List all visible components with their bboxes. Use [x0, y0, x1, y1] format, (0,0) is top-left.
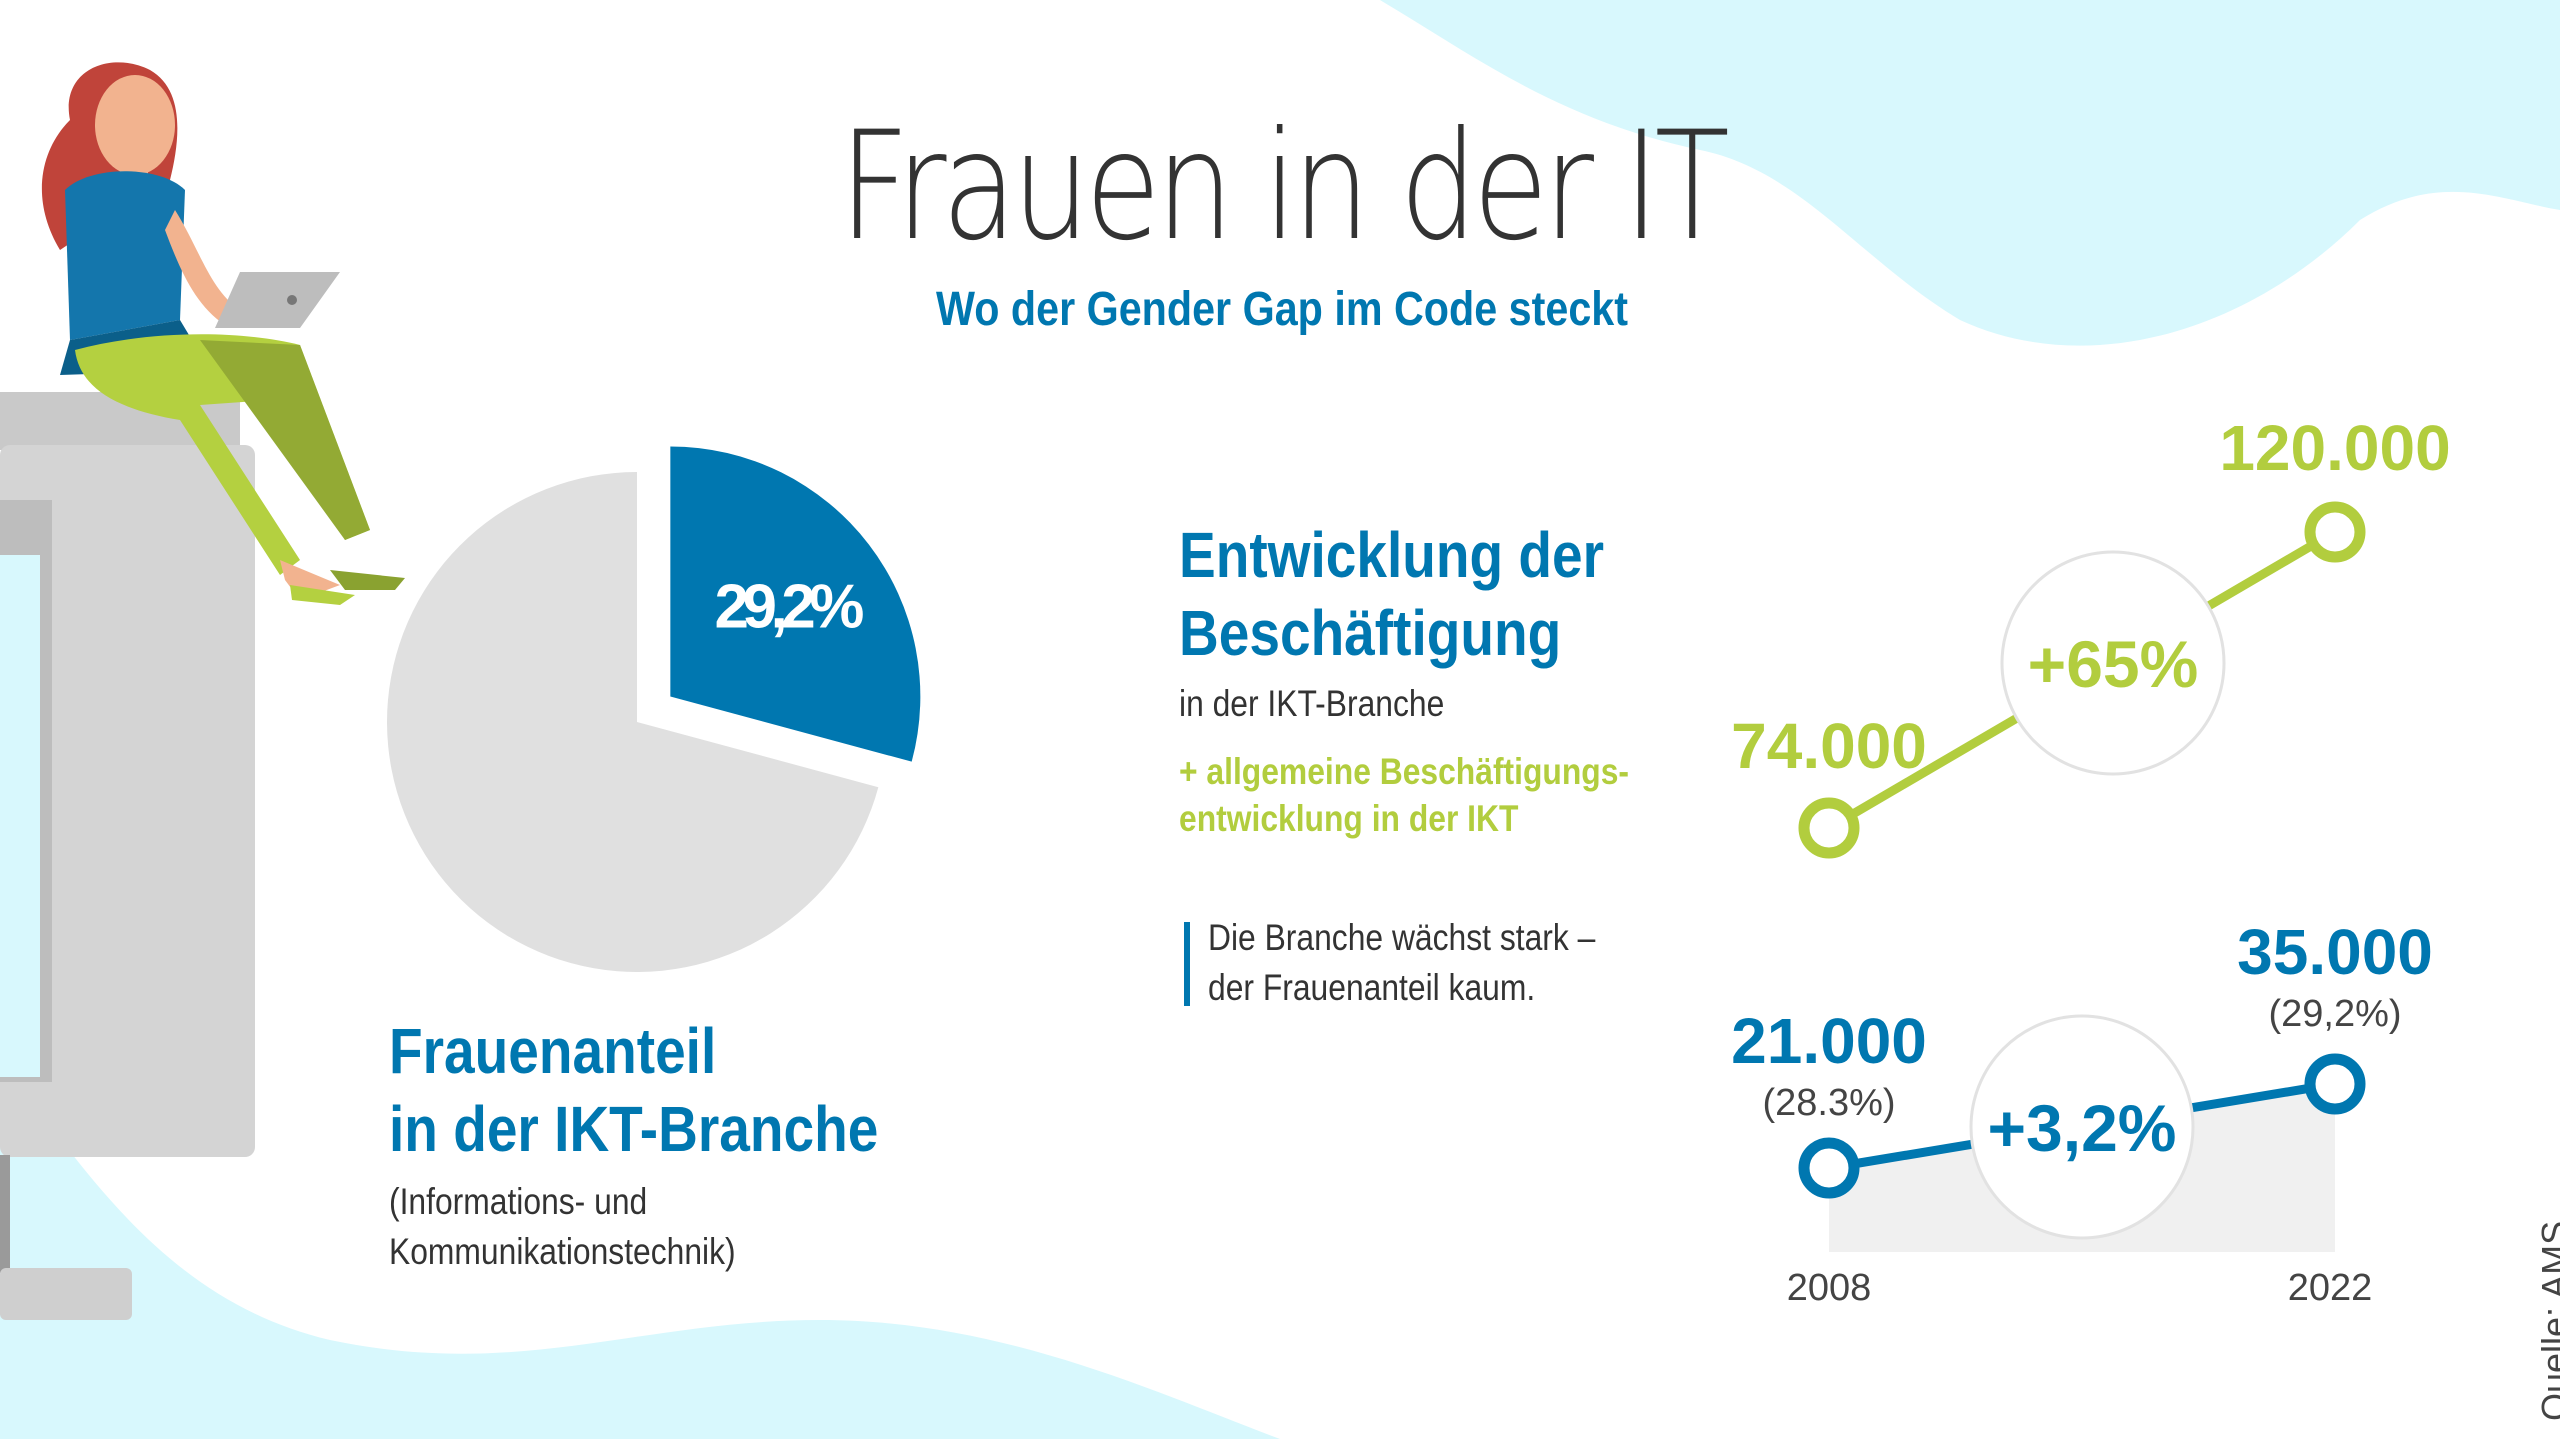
employment-heading: Entwicklung der Beschäftigung — [1179, 516, 1604, 672]
data-label: 120.000 — [2219, 412, 2450, 484]
data-point — [1798, 797, 1860, 859]
pie-heading-line2: in der IKT-Branche — [389, 1093, 879, 1165]
pie-note-line1: (Informations- und — [389, 1181, 648, 1222]
pie-slice-rest — [387, 472, 879, 972]
data-point — [2304, 501, 2366, 563]
employment-sub: in der IKT-Branche — [1179, 683, 1445, 724]
page-title: Frauen in der IT — [839, 100, 1730, 274]
top-right-wave — [1380, 0, 2560, 346]
data-point — [2304, 1053, 2366, 1115]
quote-line2: der Frauenanteil kaum. — [1208, 967, 1536, 1008]
employment-heading-line2: Beschäftigung — [1179, 597, 1562, 669]
woman-with-laptop-illustration — [41, 62, 405, 605]
page-subtitle: Wo der Gender Gap im Code steckt — [935, 283, 1628, 336]
x-tick-label: 2008 — [1787, 1267, 1872, 1309]
share-label: (29,2%) — [2268, 993, 2401, 1035]
pie-note-line2: Kommunikationstechnik) — [389, 1231, 736, 1272]
source-label: Quelle: AMS — [2534, 1220, 2560, 1421]
x-tick-label: 2022 — [2288, 1267, 2373, 1309]
quote-line1: Die Branche wächst stark – — [1208, 917, 1596, 958]
employment-green-note: + allgemeine Beschäftigungs- entwicklung… — [1179, 748, 1629, 842]
pie-slice-women — [670, 446, 921, 762]
quote-text: Die Branche wächst stark – der Frauenant… — [1208, 913, 1595, 1013]
pie-heading: Frauenanteil in der IKT-Branche — [389, 1012, 878, 1168]
change-badge — [2000, 550, 2226, 776]
quote-bar — [1184, 922, 1190, 1006]
data-label: 21.000 — [1731, 1005, 1927, 1077]
change-badge — [1969, 1014, 2195, 1240]
change-label: +65% — [2028, 627, 2199, 701]
pie-slice-label: 29,2% — [714, 572, 864, 641]
data-label: 74.000 — [1731, 710, 1927, 782]
data-label: 35.000 — [2237, 916, 2433, 988]
monitor-illustration — [0, 392, 255, 1320]
green-note-line1: + allgemeine Beschäftigungs- — [1179, 751, 1630, 792]
employment-heading-line1: Entwicklung der — [1179, 519, 1605, 591]
bottom-left-wave — [0, 1060, 1280, 1439]
pie-note: (Informations- und Kommunikationstechnik… — [389, 1177, 736, 1277]
change-label: +3,2% — [1988, 1091, 2177, 1165]
data-point — [1798, 1137, 1860, 1199]
pie-heading-line1: Frauenanteil — [389, 1015, 717, 1087]
green-note-line2: entwicklung in der IKT — [1179, 798, 1519, 839]
share-label: (28.3%) — [1762, 1082, 1895, 1124]
